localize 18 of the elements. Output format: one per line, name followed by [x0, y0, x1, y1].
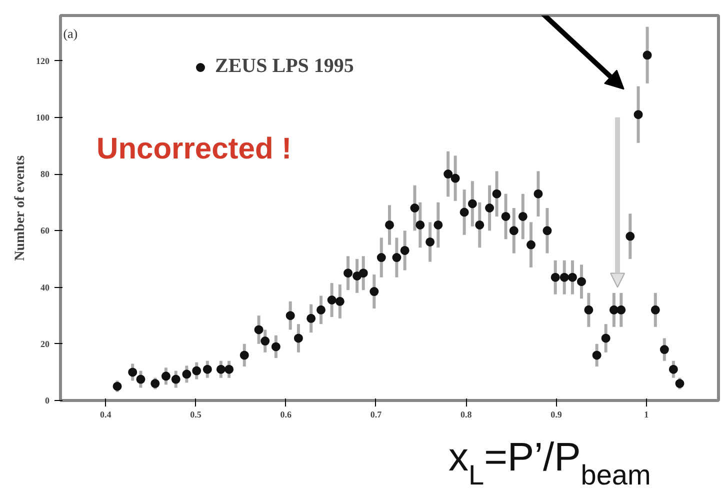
y-tick-label: 0: [45, 396, 50, 406]
legend-label: ZEUS LPS 1995: [215, 55, 354, 78]
x-tick-label: 0.8: [460, 410, 472, 420]
y-tick-label: 20: [40, 338, 50, 349]
y-tick-label: 120: [36, 56, 50, 66]
x-tick-label: 0.6: [280, 410, 292, 420]
y-tick-label: 40: [40, 282, 50, 292]
y-axis-title: Number of events: [13, 154, 28, 261]
annotation: Uncorrected !: [96, 132, 292, 166]
annotation: (a): [63, 26, 78, 41]
y-tick-label: 80: [40, 169, 50, 180]
x-tick-label: 0.9: [550, 410, 562, 420]
x-tick-label: 1: [644, 410, 650, 420]
y-tick-label: 60: [40, 226, 50, 236]
x-tick-label: 0.7: [370, 410, 382, 420]
x-tick-label: 0.5: [190, 410, 202, 420]
y-tick-label: 100: [36, 112, 50, 122]
x-tick-label: 0.4: [100, 410, 112, 420]
